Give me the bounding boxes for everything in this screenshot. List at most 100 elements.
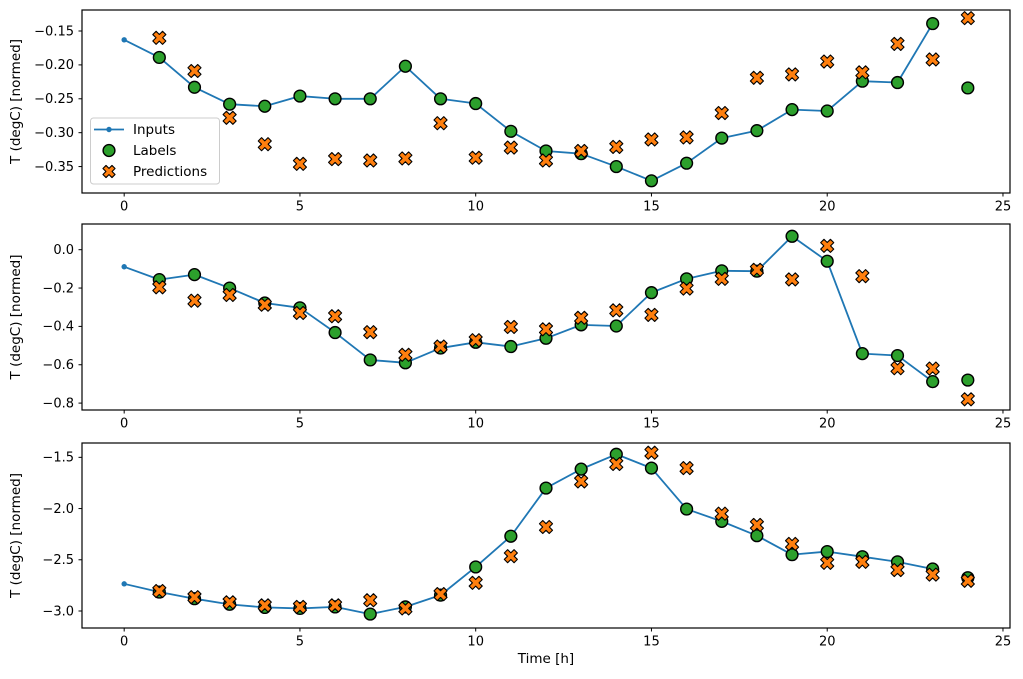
prediction-marker <box>574 310 589 325</box>
prediction-marker <box>152 583 167 599</box>
prediction-marker <box>644 132 659 147</box>
prediction-marker <box>503 319 518 335</box>
label-marker <box>680 502 694 516</box>
label-marker <box>820 544 834 559</box>
prediction-marker <box>574 474 589 489</box>
prediction-marker <box>328 309 343 324</box>
x-tick-label: 0 <box>120 200 128 215</box>
prediction-marker <box>152 30 167 45</box>
legend-item-label: Predictions <box>133 164 207 180</box>
legend-item-predictions: Predictions <box>102 164 207 180</box>
y-axis-label-2: T (degC) [normed] <box>8 255 24 381</box>
x-tick-label: 10 <box>467 635 484 650</box>
prediction-marker <box>398 347 413 362</box>
label-marker <box>785 103 799 117</box>
legend-frame <box>90 117 220 185</box>
prediction-marker <box>257 137 272 152</box>
input-point <box>121 581 127 587</box>
label-marker <box>504 529 518 543</box>
label-marker <box>961 81 975 95</box>
x-tick-label: 20 <box>819 200 836 215</box>
label-marker <box>504 124 518 138</box>
x-tick-label: 15 <box>643 200 660 215</box>
prediction-marker <box>679 281 694 296</box>
label-marker <box>187 268 202 282</box>
label-marker <box>750 529 764 543</box>
prediction-marker <box>468 575 483 590</box>
prediction-marker <box>257 598 272 613</box>
label-marker <box>609 159 623 174</box>
legend-circle-icon <box>102 143 116 158</box>
y-tick-label: −0.2 <box>42 281 74 296</box>
prediction-marker <box>328 598 343 613</box>
y-tick-label: −3.0 <box>42 604 74 619</box>
axes-frame-3 <box>81 442 1011 629</box>
x-tick-label: 20 <box>819 635 836 650</box>
label-marker <box>328 325 342 340</box>
label-marker <box>680 156 694 170</box>
label-marker <box>363 607 377 621</box>
prediction-marker <box>714 271 729 286</box>
label-marker <box>785 229 799 243</box>
prediction-marker <box>679 461 694 476</box>
label-marker <box>785 548 799 562</box>
input-point <box>121 37 127 43</box>
prediction-marker <box>538 153 554 168</box>
prediction-marker <box>363 593 378 608</box>
prediction-marker <box>292 305 308 321</box>
prediction-marker <box>503 549 518 564</box>
label-marker <box>258 99 272 113</box>
label-marker <box>644 174 659 188</box>
prediction-marker <box>433 116 448 131</box>
x-tick-label: 25 <box>995 417 1012 432</box>
predictions-series-3 <box>152 445 975 616</box>
predictions-series-2 <box>152 238 975 407</box>
axes-frame-1 <box>81 9 1011 194</box>
prediction-marker <box>784 536 800 551</box>
y-tick-label: −0.20 <box>34 58 74 73</box>
label-marker <box>890 348 905 363</box>
y-tick-label: −2.5 <box>42 553 74 568</box>
prediction-marker <box>468 333 483 348</box>
x-tick-label: 25 <box>995 200 1012 215</box>
label-marker <box>223 97 237 111</box>
prediction-marker <box>152 280 167 295</box>
prediction-marker <box>855 554 870 569</box>
prediction-marker <box>398 601 413 616</box>
prediction-marker <box>328 152 343 167</box>
y-tick-label: −1.5 <box>42 451 74 466</box>
y-axis-label-1: T (degC) [normed] <box>8 39 24 165</box>
axes-frame-2 <box>81 223 1011 411</box>
prediction-marker <box>292 599 308 614</box>
label-marker <box>187 80 202 94</box>
label-marker <box>820 254 834 268</box>
prediction-marker <box>257 297 272 312</box>
label-marker <box>469 96 483 111</box>
x-tick-label: 15 <box>643 417 660 432</box>
label-marker <box>363 353 377 367</box>
label-marker <box>574 462 588 476</box>
prediction-marker <box>784 272 800 287</box>
y-axis-3: −1.5 −2.0 −2.5 −3.0 <box>42 451 82 619</box>
legend-line-dot-icon <box>106 126 112 133</box>
subplot-3: 0 5 10 15 20 25 −1.5 −2.0 −2.5 −3.0 T (degC) [norm… <box>8 442 1011 667</box>
labels-series-1 <box>152 16 975 188</box>
prediction-marker <box>363 325 378 340</box>
label-marker <box>328 92 342 106</box>
prediction-marker <box>820 238 835 253</box>
prediction-marker <box>749 262 764 277</box>
prediction-marker <box>433 339 448 354</box>
label-marker <box>644 461 659 475</box>
legend-item-inputs: Inputs <box>94 122 175 138</box>
label-marker <box>855 347 869 361</box>
label-marker <box>961 373 975 387</box>
prediction-marker <box>925 361 940 376</box>
prediction-marker <box>960 573 975 588</box>
legend-item-label: Inputs <box>133 122 175 138</box>
prediction-marker <box>222 287 237 303</box>
x-tick-label: 20 <box>819 417 836 432</box>
prediction-marker <box>468 150 483 165</box>
